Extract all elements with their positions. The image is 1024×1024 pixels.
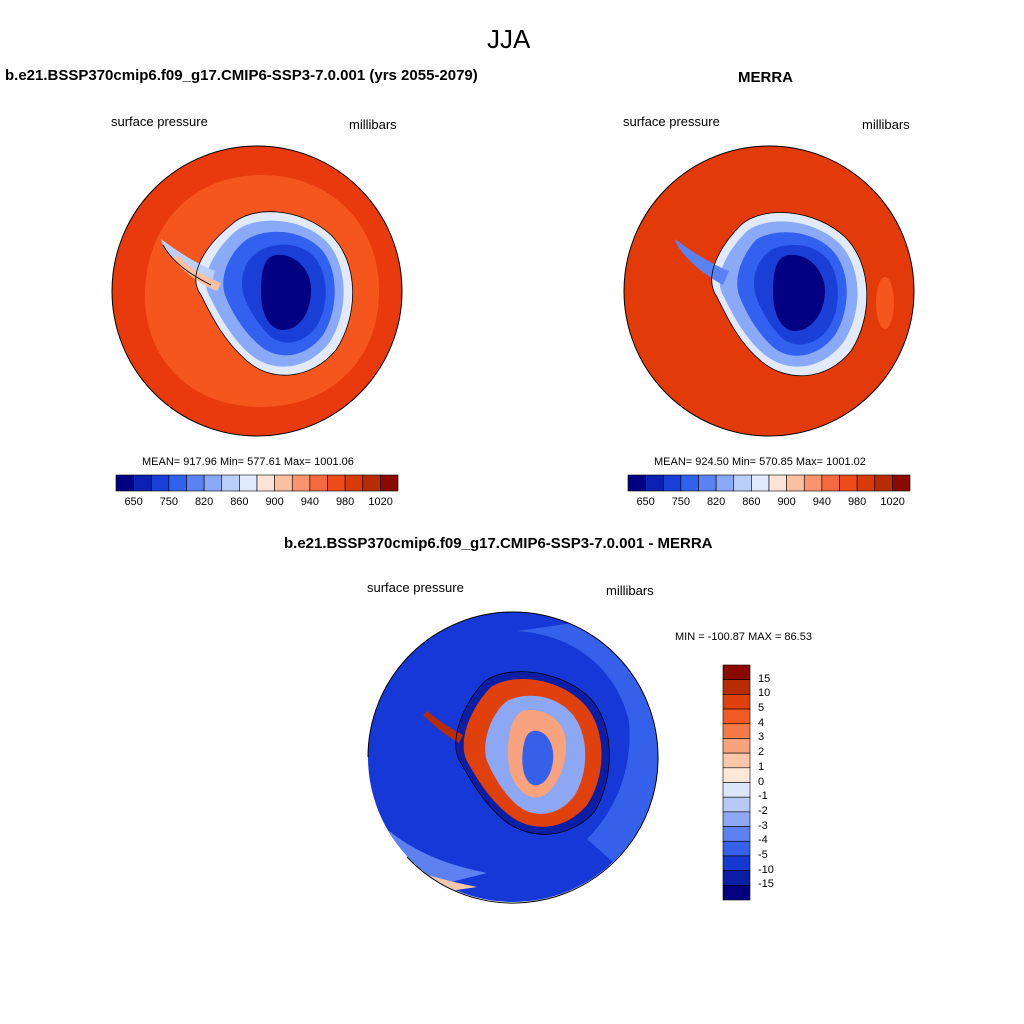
colorbar-tick-label: 940 — [812, 496, 832, 508]
model-panel-title: b.e21.BSSP370cmip6.f09_g17.CMIP6-SSP3-7.… — [5, 67, 478, 84]
colorbar-box — [722, 796, 751, 813]
colorbar-box — [768, 474, 787, 492]
colorbar-box — [722, 826, 751, 842]
colorbar-box — [722, 782, 751, 798]
colorbar-tick-label: 650 — [124, 496, 143, 508]
colorbar-box — [115, 474, 134, 492]
colorbar-box — [722, 679, 751, 695]
colorbar-tick-label: 10 — [758, 687, 771, 700]
obs-stats: MEAN= 924.50 Min= 570.85 Max= 1001.02 — [654, 456, 866, 468]
colorbar-tick-label: -3 — [758, 819, 768, 832]
colorbar-box — [309, 474, 328, 492]
diff-panel-title: b.e21.BSSP370cmip6.f09_g17.CMIP6-SSP3-7.… — [284, 535, 713, 552]
colorbar-box — [680, 474, 699, 492]
colorbar-tick-label: -15 — [758, 878, 774, 891]
colorbar-tick-label: 750 — [159, 496, 179, 508]
colorbar-box — [874, 474, 893, 492]
colorbar-box — [722, 767, 751, 783]
obs-panel-title: MERRA — [738, 69, 793, 86]
colorbar-box — [344, 474, 364, 492]
colorbar-box — [722, 870, 751, 886]
colorbar-box — [722, 708, 751, 725]
colorbar-box — [839, 474, 858, 492]
model-polar-map — [111, 145, 403, 437]
colorbar-box — [133, 474, 152, 492]
obs-polar-map — [623, 145, 915, 437]
colorbar-box — [722, 811, 751, 827]
colorbar-box — [722, 664, 751, 680]
model-units-label: millibars — [349, 117, 397, 132]
diff-units-label: millibars — [606, 583, 654, 598]
colorbar-tick-label: -10 — [758, 863, 774, 876]
colorbar-box — [803, 474, 823, 492]
colorbar-box — [150, 474, 170, 492]
colorbar-box — [274, 474, 293, 492]
colorbar-box — [715, 474, 735, 492]
colorbar-tick-label: 750 — [671, 496, 691, 508]
diff-colorbar — [722, 664, 751, 901]
colorbar-box — [662, 474, 682, 492]
obs-units-label: millibars — [862, 117, 910, 132]
colorbar-box — [786, 474, 805, 492]
colorbar-box — [221, 474, 240, 492]
colorbar-box — [698, 474, 717, 492]
model-colorbar — [115, 474, 399, 492]
colorbar-box — [362, 474, 381, 492]
colorbar-box — [645, 474, 664, 492]
colorbar-tick-label: -1 — [758, 790, 768, 803]
diff-polar-map — [367, 611, 659, 904]
colorbar-box — [327, 474, 346, 492]
colorbar-box — [291, 474, 311, 492]
colorbar-tick-label: 3 — [758, 731, 765, 744]
model-stats: MEAN= 917.96 Min= 577.61 Max= 1001.06 — [142, 456, 354, 468]
colorbar-box — [733, 474, 752, 492]
obs-variable-label: surface pressure — [623, 114, 720, 129]
colorbar-tick-label: 900 — [265, 496, 284, 508]
colorbar-tick-label: 860 — [230, 496, 249, 508]
colorbar-tick-label: 15 — [758, 672, 771, 685]
colorbar-box — [892, 474, 911, 492]
colorbar-tick-label: 980 — [847, 496, 867, 508]
colorbar-tick-label: -4 — [758, 834, 768, 847]
colorbar-box — [751, 474, 770, 492]
colorbar-box — [186, 474, 205, 492]
diff-stats: MIN = -100.87 MAX = 86.53 — [675, 631, 812, 643]
colorbar-box — [821, 474, 840, 492]
colorbar-tick-label: 5 — [758, 702, 765, 715]
colorbar-box — [722, 752, 751, 769]
colorbar-box — [722, 738, 751, 754]
colorbar-tick-label: 0 — [758, 775, 765, 788]
colorbar-box — [168, 474, 187, 492]
colorbar-box — [380, 474, 399, 492]
colorbar-tick-label: 1020 — [368, 496, 393, 508]
colorbar-box — [203, 474, 223, 492]
colorbar-tick-label: -5 — [758, 848, 768, 861]
model-variable-label: surface pressure — [111, 114, 208, 129]
colorbar-tick-label: 2 — [758, 746, 765, 759]
colorbar-box — [856, 474, 876, 492]
colorbar-tick-label: 1 — [758, 760, 765, 773]
colorbar-tick-label: 820 — [194, 496, 214, 508]
colorbar-tick-label: 4 — [758, 716, 765, 729]
colorbar-tick-label: 940 — [300, 496, 320, 508]
colorbar-box — [722, 694, 751, 710]
colorbar-tick-label: 900 — [777, 496, 796, 508]
colorbar-box — [627, 474, 646, 492]
colorbar-box — [722, 723, 751, 739]
diff-variable-label: surface pressure — [367, 580, 464, 595]
colorbar-box — [239, 474, 258, 492]
obs-colorbar — [627, 474, 911, 492]
season-title: JJA — [487, 24, 531, 54]
colorbar-box — [722, 885, 751, 901]
colorbar-tick-label: -2 — [758, 804, 768, 817]
colorbar-tick-label: 1020 — [880, 496, 905, 508]
colorbar-tick-label: 820 — [706, 496, 726, 508]
colorbar-box — [256, 474, 275, 492]
colorbar-tick-label: 860 — [742, 496, 761, 508]
colorbar-tick-label: 650 — [636, 496, 655, 508]
colorbar-box — [722, 855, 751, 871]
colorbar-box — [722, 840, 751, 857]
colorbar-tick-label: 980 — [335, 496, 355, 508]
